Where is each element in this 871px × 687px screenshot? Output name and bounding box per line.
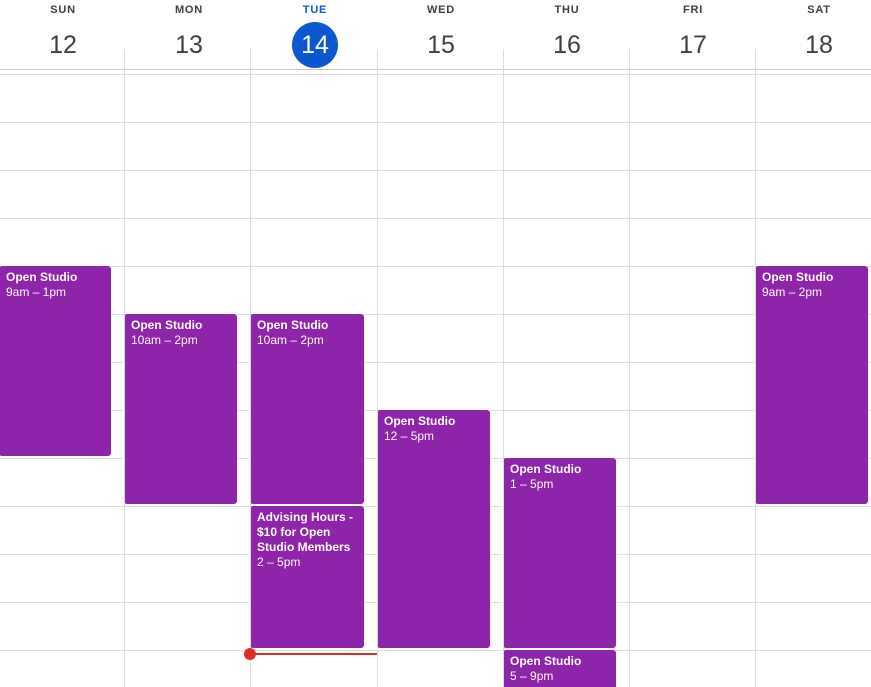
hour-gridline — [0, 122, 871, 123]
event-title: Open Studio — [6, 270, 78, 284]
day-header-sun[interactable]: SUN 12 — [0, 0, 126, 70]
current-time-line — [251, 653, 377, 655]
event-time: 1 – 5pm — [510, 477, 554, 491]
event-time: 10am – 2pm — [257, 333, 324, 347]
current-time-dot — [244, 648, 256, 660]
event-title: Open Studio — [131, 318, 203, 332]
day-number[interactable]: 13 — [175, 31, 203, 59]
day-number[interactable]: 18 — [805, 31, 833, 59]
hour-gridline — [0, 74, 871, 75]
event-title: Open Studio — [762, 270, 834, 284]
column-divider — [629, 49, 630, 687]
event-title: Open Studio — [510, 462, 582, 476]
event-open-studio-wed[interactable]: Open Studio 12 – 5pm — [376, 409, 491, 649]
hour-gridline — [0, 314, 871, 315]
event-title: Advising Hours - $10 for Open Studio Mem… — [257, 510, 354, 554]
day-number[interactable]: 15 — [427, 31, 455, 59]
day-header-fri[interactable]: FRI 17 — [630, 0, 756, 70]
week-header: SUN 12 MON 13 TUE 14 WED 15 THU 16 FRI 1… — [0, 0, 871, 70]
event-advising-hours-tue[interactable]: Advising Hours - $10 for Open Studio Mem… — [249, 505, 365, 649]
day-header-mon[interactable]: MON 13 — [126, 0, 252, 70]
hour-gridline — [0, 170, 871, 171]
event-time: 9am – 1pm — [6, 285, 67, 299]
day-number[interactable]: 12 — [49, 31, 77, 59]
day-number-today[interactable]: 14 — [292, 22, 338, 68]
event-time: 12 – 5pm — [384, 429, 435, 443]
event-open-studio-thu-afternoon[interactable]: Open Studio 1 – 5pm — [502, 457, 617, 649]
event-time: 9am – 2pm — [762, 285, 823, 299]
hour-gridline — [0, 266, 871, 267]
day-header-wed[interactable]: WED 15 — [378, 0, 504, 70]
event-open-studio-thu-evening[interactable]: Open Studio 5 – 9pm — [502, 649, 617, 687]
event-time: 2 – 5pm — [257, 555, 301, 569]
column-divider — [503, 49, 504, 687]
event-title: Open Studio — [257, 318, 329, 332]
event-title: Open Studio — [510, 654, 582, 668]
hour-gridline — [0, 218, 871, 219]
day-number[interactable]: 17 — [679, 31, 707, 59]
day-of-week: SAT — [807, 4, 831, 16]
event-time: 10am – 2pm — [131, 333, 198, 347]
day-header-thu[interactable]: THU 16 — [504, 0, 630, 70]
hour-gridline — [0, 362, 871, 363]
day-of-week: TUE — [302, 4, 328, 16]
day-of-week: THU — [554, 4, 580, 16]
event-open-studio-sat[interactable]: Open Studio 9am – 2pm — [754, 265, 869, 505]
day-of-week: FRI — [682, 4, 704, 16]
column-divider — [377, 49, 378, 687]
column-divider — [250, 49, 251, 687]
day-of-week: SUN — [50, 4, 76, 16]
day-header-sat[interactable]: SAT 18 — [756, 0, 871, 70]
event-open-studio-sun[interactable]: Open Studio 9am – 1pm — [0, 265, 112, 457]
event-open-studio-tue[interactable]: Open Studio 10am – 2pm — [249, 313, 365, 505]
event-time: 5 – 9pm — [510, 669, 554, 683]
event-open-studio-mon[interactable]: Open Studio 10am – 2pm — [123, 313, 238, 505]
column-divider — [124, 49, 125, 687]
event-title: Open Studio — [384, 414, 456, 428]
day-number[interactable]: 16 — [553, 31, 581, 59]
day-of-week: WED — [426, 4, 456, 16]
column-divider — [755, 49, 756, 687]
hour-gridline — [0, 650, 871, 651]
day-header-tue-today[interactable]: TUE 14 — [252, 0, 378, 70]
day-of-week: MON — [174, 4, 204, 16]
